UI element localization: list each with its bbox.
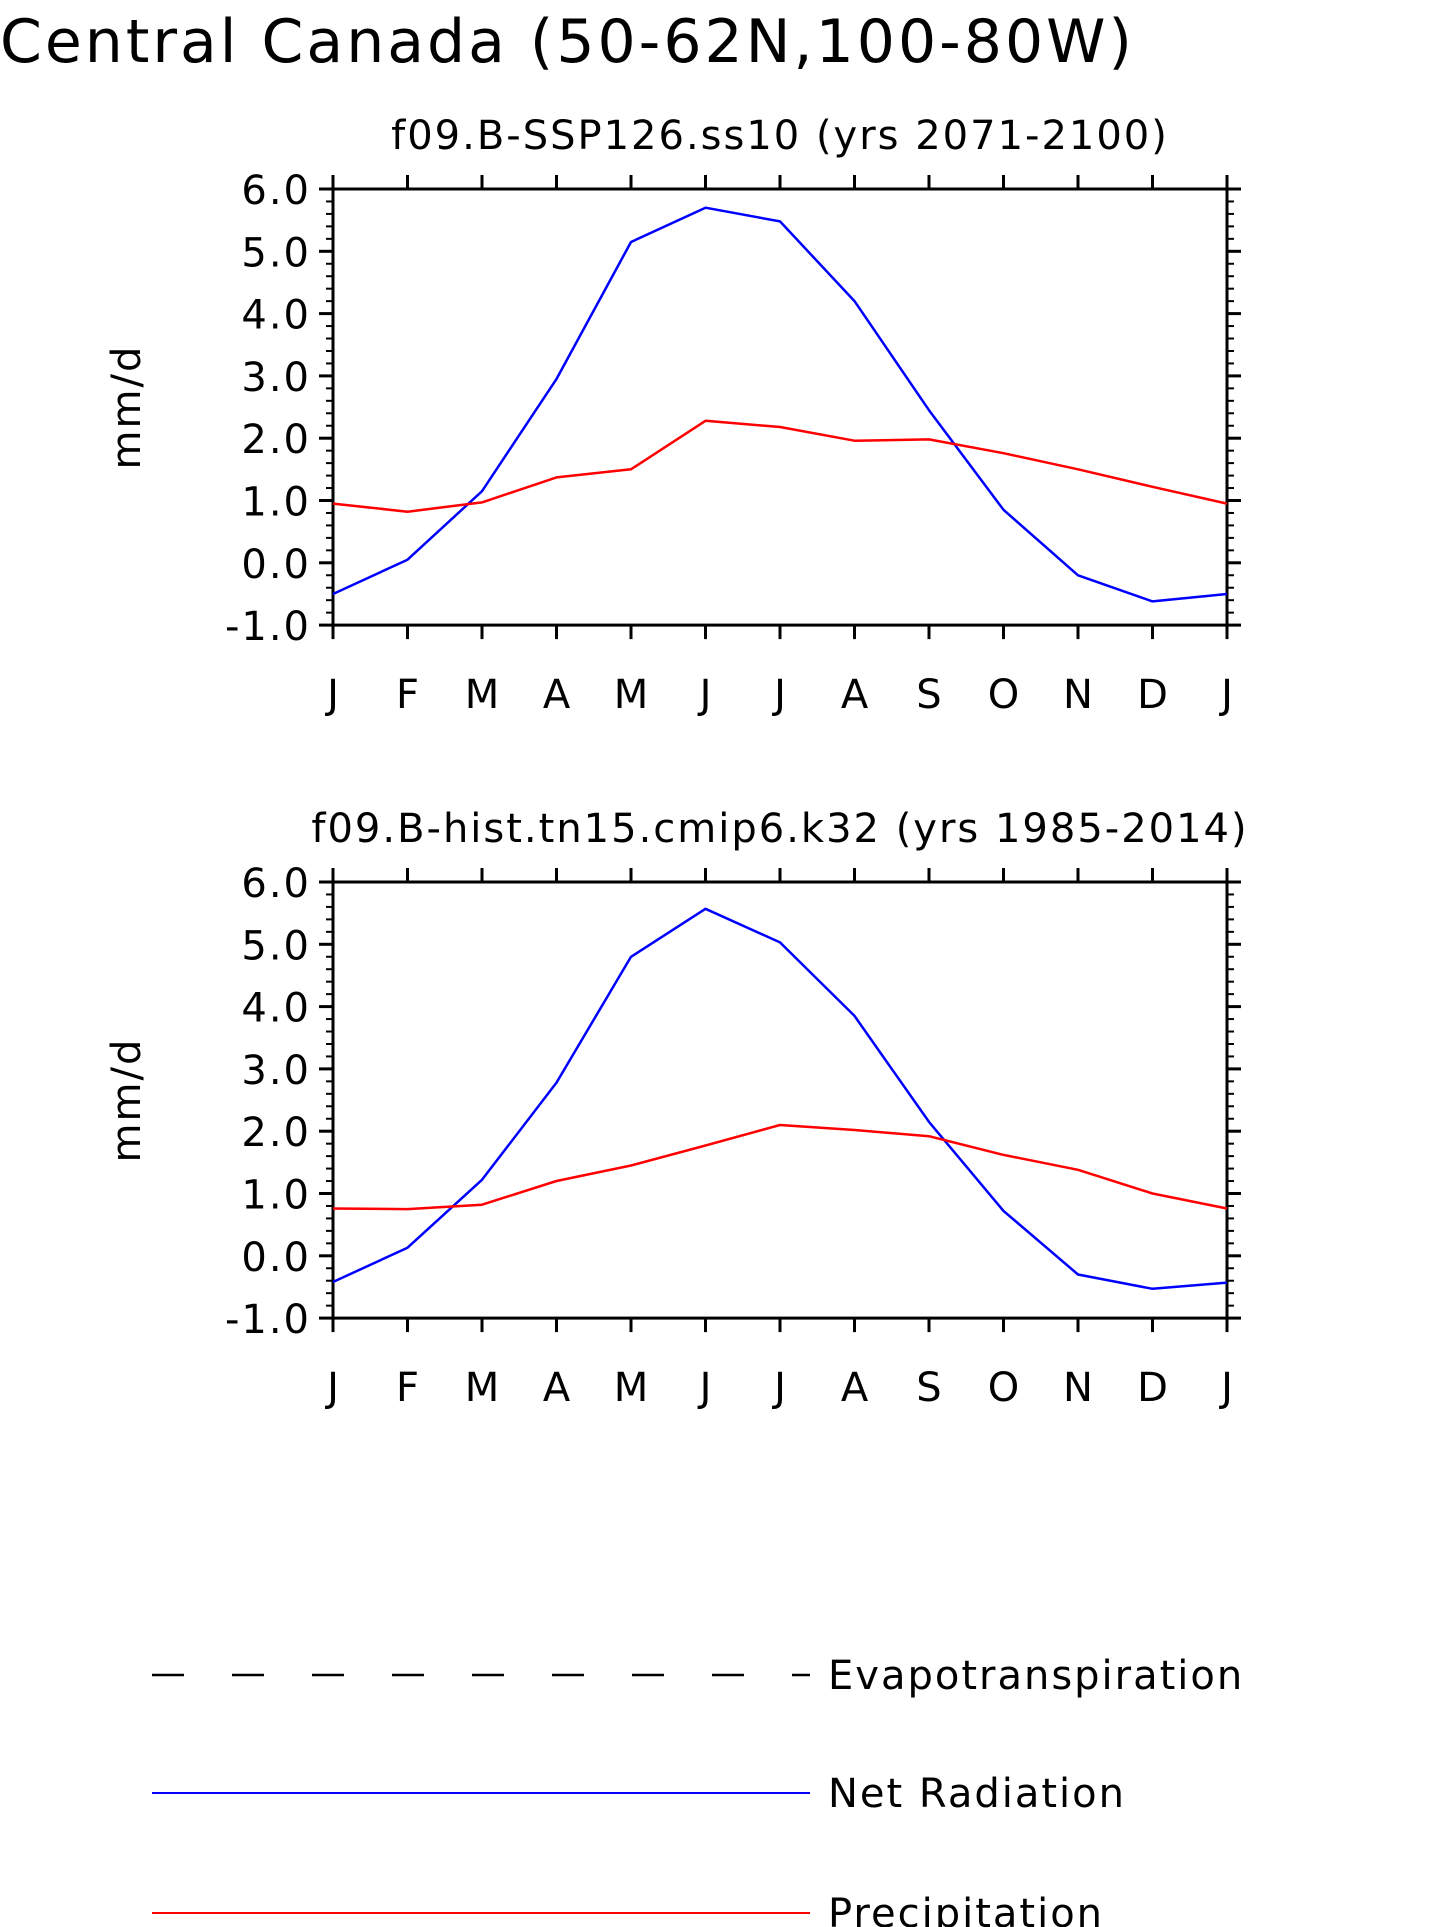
x-tick-label: J xyxy=(1218,672,1233,718)
plot-frame xyxy=(331,187,1229,627)
y-tick-label: 4.0 xyxy=(241,293,311,339)
x-tick-label: O xyxy=(988,1365,1019,1411)
x-tick-label: S xyxy=(916,1365,941,1411)
x-tick-label: A xyxy=(841,672,869,718)
x-tick-label: N xyxy=(1063,672,1093,718)
chart-panel-2: f09.B-hist.tn15.cmip6.k32 (yrs 1985-2014… xyxy=(104,806,1248,1411)
y-tick-label: -1.0 xyxy=(225,1297,311,1343)
chart-panel-1: f09.B-SSP126.ss10 (yrs 2071-2100) 6.0 5.0 4… xyxy=(104,113,1241,718)
y-tick-label: -1.0 xyxy=(225,604,311,650)
x-tick-label: A xyxy=(543,1365,571,1411)
y-tick-label: 0.0 xyxy=(241,1235,311,1281)
series-line-precipitation xyxy=(332,1123,1228,1211)
y-tick-label: 4.0 xyxy=(241,986,311,1032)
y-axis-label: mm/d xyxy=(104,345,150,470)
x-tick-label: D xyxy=(1137,1365,1168,1411)
x-tick-label: J xyxy=(771,1365,786,1411)
x-tick-label: A xyxy=(841,1365,869,1411)
y-tick-label: 0.0 xyxy=(241,542,311,588)
legend: Evapotranspiration Net Radiation Precipita… xyxy=(152,1653,1244,1927)
y-tick-label: 2.0 xyxy=(241,417,311,463)
y-tick-label: 3.0 xyxy=(241,355,311,401)
series-line-net-radiation xyxy=(332,206,1228,603)
y-tick-label: 5.0 xyxy=(241,230,311,276)
legend-label-net-radiation: Net Radiation xyxy=(828,1771,1126,1817)
x-tick-label: J xyxy=(324,1365,339,1411)
y-tick-label: 6.0 xyxy=(241,168,311,214)
x-tick-label: M xyxy=(614,672,649,718)
legend-label-evapotranspiration: Evapotranspiration xyxy=(828,1653,1244,1699)
y-tick-label: 3.0 xyxy=(241,1048,311,1094)
y-tick-label: 6.0 xyxy=(241,861,311,907)
y-tick-label: 5.0 xyxy=(241,923,311,969)
x-tick-label: J xyxy=(324,672,339,718)
x-tick-label: M xyxy=(465,672,500,718)
x-tick-label: A xyxy=(543,672,571,718)
y-tick-label: 1.0 xyxy=(241,1173,311,1219)
x-tick-label: O xyxy=(988,672,1019,718)
y-axis-label: mm/d xyxy=(104,1038,150,1163)
series-line-net-radiation xyxy=(332,907,1228,1291)
x-tick-label: M xyxy=(614,1365,649,1411)
x-tick-label: F xyxy=(396,1365,419,1411)
x-tick-label: F xyxy=(396,672,419,718)
figure-title: Central Canada (50-62N,100-80W) xyxy=(0,7,1135,77)
x-tick-label: D xyxy=(1137,672,1168,718)
x-tick-label: S xyxy=(916,672,941,718)
x-tick-label: J xyxy=(697,672,712,718)
x-tick-label: J xyxy=(697,1365,712,1411)
panels: f09.B-SSP126.ss10 (yrs 2071-2100) 6.0 5.0 4… xyxy=(104,113,1248,1411)
series-line-precipitation xyxy=(332,419,1228,513)
y-tick-label: 2.0 xyxy=(241,1110,311,1156)
panel-title: f09.B-hist.tn15.cmip6.k32 (yrs 1985-2014… xyxy=(311,806,1248,852)
panel-title: f09.B-SSP126.ss10 (yrs 2071-2100) xyxy=(391,113,1169,159)
x-tick-label: J xyxy=(1218,1365,1233,1411)
x-tick-label: J xyxy=(771,672,786,718)
legend-label-precipitation: Precipitation xyxy=(828,1891,1104,1927)
plot-frame xyxy=(331,880,1229,1320)
x-tick-label: N xyxy=(1063,1365,1093,1411)
x-tick-label: M xyxy=(465,1365,500,1411)
y-tick-label: 1.0 xyxy=(241,480,311,526)
